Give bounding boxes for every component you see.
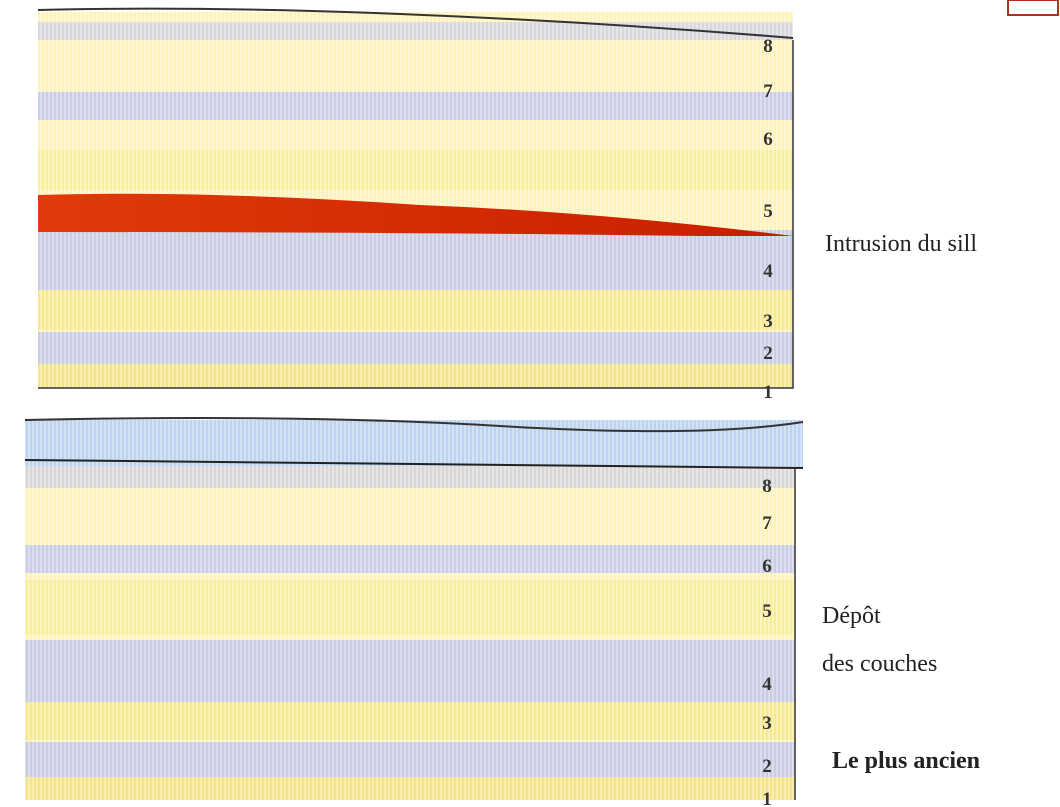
top-layer-labels: 8 7 6 5 4 3 2 1: [763, 36, 773, 403]
sill: [38, 193, 793, 236]
layer-label: 7: [762, 513, 772, 534]
layer-label: 2: [763, 343, 773, 364]
caption: Intrusion du sill: [825, 231, 977, 257]
corner-box: [1007, 0, 1059, 16]
caption: Le plus ancien: [832, 748, 980, 774]
caption: Dépôt: [822, 603, 881, 629]
bottom-layer-labels: 8 7 6 5 4 3 2 1: [762, 476, 772, 807]
layer-label: 1: [762, 789, 772, 807]
layer-label: 2: [762, 756, 772, 777]
layer-label: 5: [762, 601, 772, 622]
layer-label: 3: [762, 713, 772, 734]
layer-label: 8: [763, 36, 773, 57]
top-panel: [0, 0, 794, 400]
layer-label: 8: [762, 476, 772, 497]
caption: des couches: [822, 651, 937, 677]
layer-label: 1: [763, 382, 773, 403]
layer-label: 7: [763, 81, 773, 102]
bottom-panel: [24, 417, 804, 800]
layer-label: 5: [763, 201, 773, 222]
layer-label: 4: [762, 674, 772, 695]
layer-label: 6: [763, 129, 773, 150]
layer-label: 4: [763, 261, 773, 282]
layer-label: 3: [763, 311, 773, 332]
layer-label: 6: [762, 556, 772, 577]
